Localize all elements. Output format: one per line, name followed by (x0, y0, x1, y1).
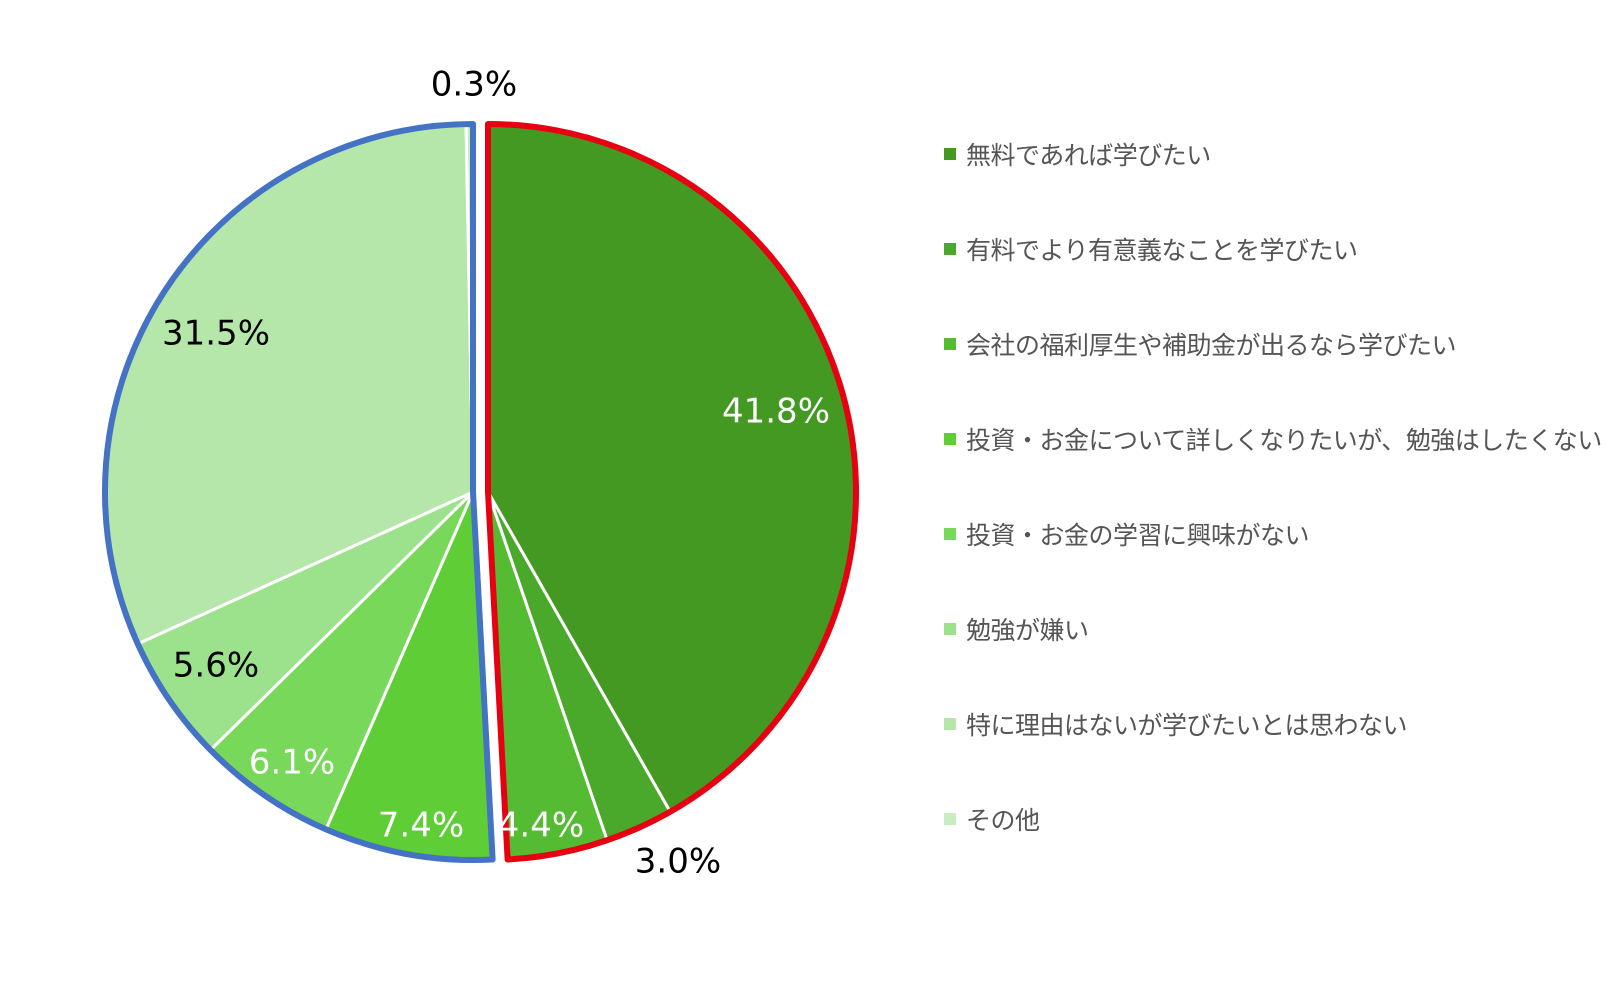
legend-label: 投資・お金の学習に興味がない (966, 521, 1310, 550)
legend-item: 有料でより有意義なことを学びたい (944, 231, 1358, 267)
data-label-5: 6.1% (249, 743, 335, 783)
legend-label: 特に理由はないが学びたいとは思わない (966, 711, 1408, 740)
data-label-7: 31.5% (162, 314, 270, 354)
legend-label: 勉強が嫌い (966, 616, 1089, 645)
legend-swatch (944, 718, 956, 730)
data-label-6: 5.6% (173, 646, 259, 686)
legend-label: 無料であれば学びたい (966, 141, 1211, 170)
pie-chart: 41.8% 3.0% 4.4% 7.4% 6.1% 5.6% 31.5% 0.3% (102, 65, 859, 882)
legend-item: 会社の福利厚生や補助金が出るなら学びたい (944, 326, 1457, 362)
data-labels: 41.8% 3.0% 4.4% 7.4% 6.1% 5.6% 31.5% 0.3% (162, 65, 830, 882)
legend-swatch (944, 338, 956, 350)
red-group-outline (485, 121, 859, 863)
legend-item: 投資・お金について詳しくなりたいが、勉強はしたくない (944, 421, 1602, 457)
data-label-2: 3.0% (635, 842, 721, 882)
pie-slices (103, 122, 858, 862)
legend: 無料であれば学びたい有料でより有意義なことを学びたい会社の福利厚生や補助金が出る… (944, 0, 1624, 998)
legend-swatch (944, 433, 956, 445)
blue-group-outline (102, 121, 496, 863)
legend-item: その他 (944, 801, 1040, 837)
legend-label: 投資・お金について詳しくなりたいが、勉強はしたくない (966, 426, 1602, 455)
legend-swatch (944, 148, 956, 160)
legend-item: 勉強が嫌い (944, 611, 1089, 647)
legend-swatch (944, 623, 956, 635)
data-label-1: 41.8% (722, 392, 830, 432)
legend-label: 有料でより有意義なことを学びたい (966, 236, 1358, 265)
legend-swatch (944, 243, 956, 255)
legend-label: 会社の福利厚生や補助金が出るなら学びたい (966, 331, 1457, 360)
legend-item: 無料であれば学びたい (944, 136, 1211, 172)
legend-swatch (944, 528, 956, 540)
legend-swatch (944, 813, 956, 825)
data-label-3: 4.4% (498, 806, 584, 846)
legend-label: その他 (966, 806, 1040, 835)
data-label-4: 7.4% (378, 806, 464, 846)
legend-item: 特に理由はないが学びたいとは思わない (944, 706, 1408, 742)
group-outlines (102, 121, 859, 863)
data-label-8: 0.3% (431, 65, 517, 105)
legend-item: 投資・お金の学習に興味がない (944, 516, 1310, 552)
